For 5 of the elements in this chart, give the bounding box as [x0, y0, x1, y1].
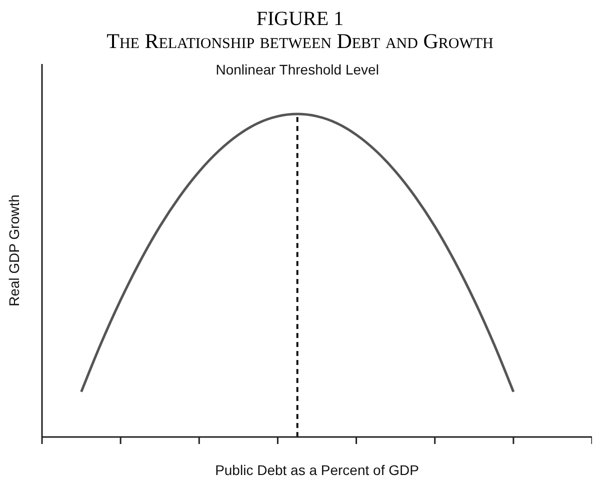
chart-subtitle: The Relationship between Debt and Growth — [106, 29, 494, 53]
chart-title: FIGURE 1 — [255, 8, 345, 30]
y-axis-title: Real GDP Growth — [6, 194, 22, 306]
x-axis-title: Public Debt as a Percent of GDP — [215, 462, 419, 478]
annotation: Nonlinear Threshold Level — [216, 62, 379, 78]
